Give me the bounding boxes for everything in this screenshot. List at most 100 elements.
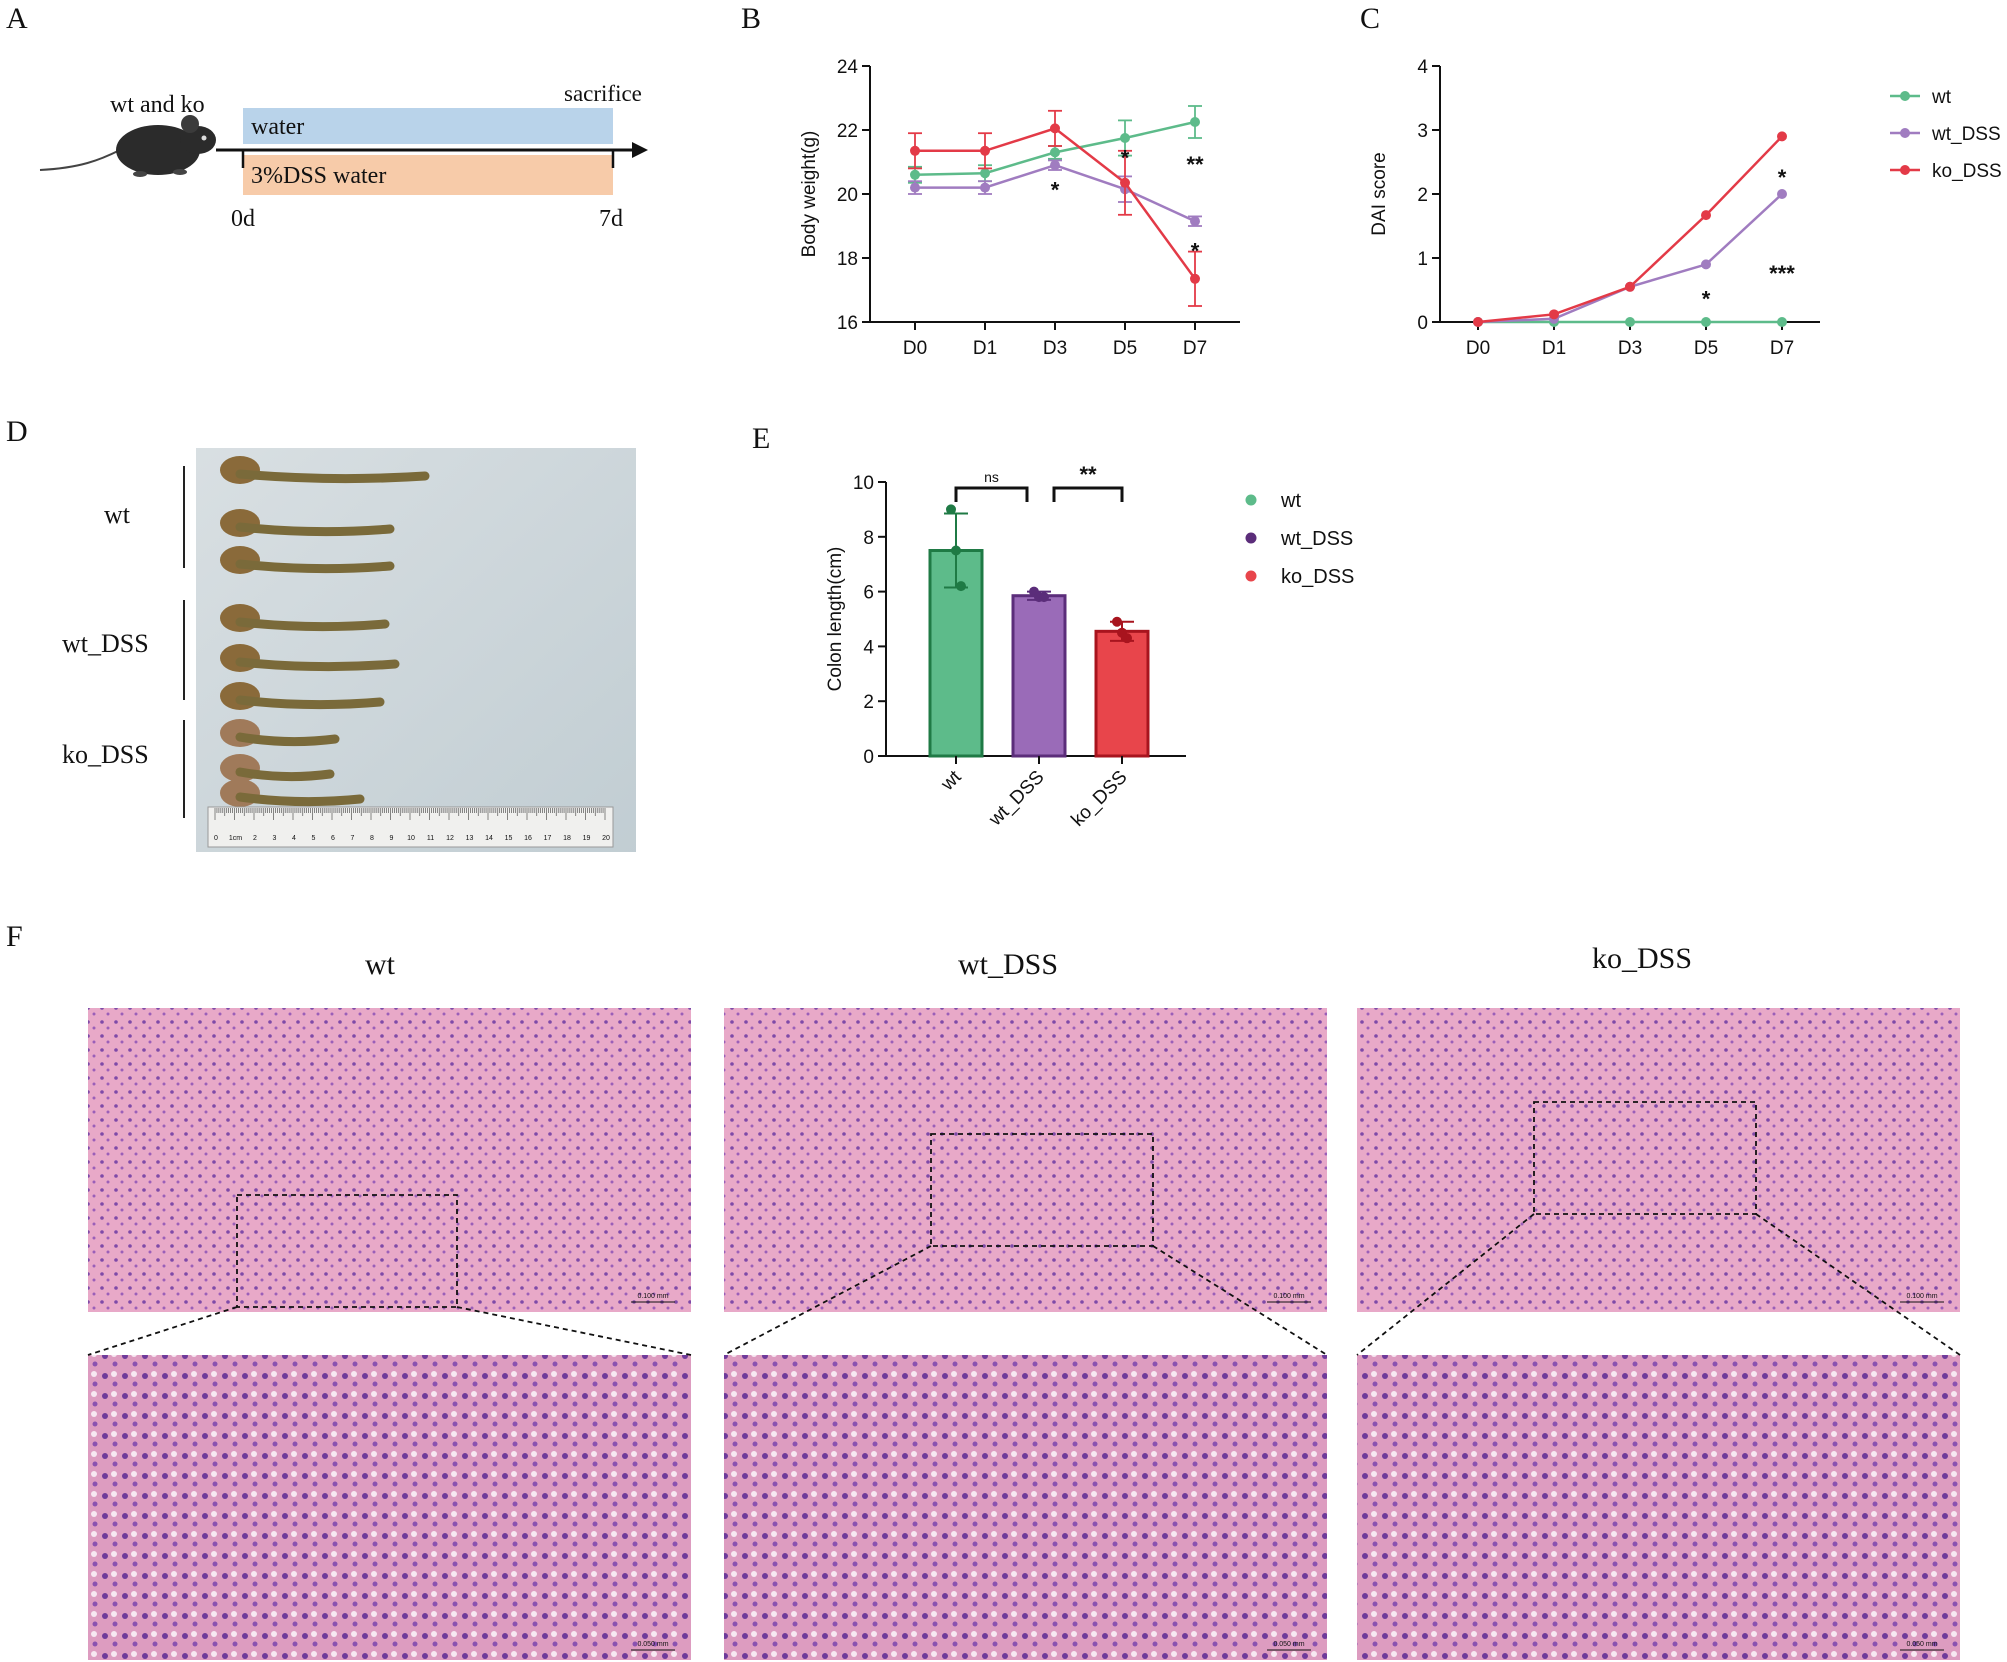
x-tick-label: D1 bbox=[973, 338, 997, 359]
significance-mark: * bbox=[1778, 165, 1787, 190]
ruler-label: 20 bbox=[602, 835, 610, 842]
data-point-wt bbox=[1625, 317, 1635, 327]
y-tick-label: 3 bbox=[1417, 121, 1428, 142]
panel-letter-b: B bbox=[741, 2, 762, 35]
legend-label: wt_DSS bbox=[1931, 124, 2001, 145]
y-tick-label: 20 bbox=[837, 185, 858, 206]
series-line-ko_DSS bbox=[1477, 135, 1783, 324]
zoom-connector bbox=[456, 1306, 692, 1356]
bar-ko_DSS bbox=[1094, 629, 1150, 758]
photo-label-wt-dss: wt_DSS bbox=[62, 629, 149, 658]
colon-tissue bbox=[235, 792, 365, 807]
ruler-label: 14 bbox=[485, 835, 493, 842]
dss-label: 3%DSS water bbox=[251, 163, 386, 189]
photo-label-wt: wt bbox=[104, 500, 131, 529]
histology-title-wt-dss: wt_DSS bbox=[958, 948, 1059, 981]
legend-dot bbox=[1245, 570, 1257, 582]
colon-tissue bbox=[235, 767, 335, 782]
zoom-connector bbox=[1152, 1245, 1328, 1356]
scale-bar-label: 0.100 mm bbox=[637, 1293, 668, 1300]
y-axis-label: Colon length(cm) bbox=[825, 547, 846, 692]
ruler-label: 19 bbox=[583, 835, 591, 842]
x-tick-label: D3 bbox=[1618, 338, 1642, 359]
sacrifice-label: sacrifice bbox=[564, 81, 642, 106]
line-legend: wt wt_DSS ko_DSS bbox=[1890, 87, 2002, 182]
legend-marker bbox=[1900, 165, 1910, 175]
y-axis-label: Body weight(g) bbox=[799, 131, 820, 258]
significance-label: ns bbox=[984, 469, 999, 485]
significance-mark: ** bbox=[1186, 152, 1204, 177]
x-tick-label: D3 bbox=[1043, 338, 1067, 359]
data-point bbox=[946, 504, 956, 515]
x-tick-label: wt_DSS bbox=[984, 767, 1048, 831]
ruler bbox=[207, 806, 614, 848]
y-tick-label: 0 bbox=[1417, 313, 1428, 334]
x-tick-label: D5 bbox=[1694, 338, 1718, 359]
ruler-label: 2 bbox=[253, 835, 257, 842]
histology-title-wt: wt bbox=[365, 948, 395, 981]
colon-tissue bbox=[235, 469, 430, 484]
ruler-label: 6 bbox=[331, 835, 335, 842]
data-point-wt_DSS bbox=[980, 182, 990, 193]
data-point-ko_DSS bbox=[910, 145, 920, 156]
mouse-icon bbox=[39, 115, 216, 177]
scale-bar-label: 0.100 mm bbox=[1906, 1293, 1937, 1300]
y-tick-label: 2 bbox=[1417, 185, 1428, 206]
data-point-ko_DSS bbox=[1549, 309, 1559, 320]
significance-bracket bbox=[954, 486, 1029, 502]
histology-zoom-image bbox=[724, 1355, 1327, 1660]
histology-title-ko-dss: ko_DSS bbox=[1592, 942, 1693, 975]
ruler-label: 15 bbox=[505, 835, 513, 842]
data-point-wt bbox=[1701, 317, 1711, 327]
data-point-ko_DSS bbox=[980, 145, 990, 156]
legend-dot bbox=[1245, 494, 1257, 506]
data-point bbox=[1122, 633, 1132, 644]
data-point-wt_DSS bbox=[1777, 189, 1787, 199]
colon-photo: 0 1cm 2 3 4 5 6 7 8 9 10 11 12 13 14 15 16 17 18 19 20 wt wt… bbox=[62, 448, 636, 852]
y-tick-label: 24 bbox=[837, 57, 859, 78]
water-bar bbox=[243, 108, 613, 144]
data-point-ko_DSS bbox=[1625, 281, 1635, 292]
histology-overview-image bbox=[724, 1008, 1327, 1312]
scale-bar-label: 0.050 mm bbox=[1273, 1641, 1304, 1648]
y-tick-label: 1 bbox=[1417, 249, 1428, 270]
y-axis-label: DAI score bbox=[1369, 152, 1390, 235]
colon-tissue bbox=[235, 617, 390, 632]
data-point-wt bbox=[1050, 147, 1060, 158]
y-tick-label: 2 bbox=[863, 692, 874, 713]
ruler-label: 13 bbox=[466, 835, 474, 842]
ruler-label: 7 bbox=[351, 835, 355, 842]
zoom-region-box bbox=[236, 1194, 458, 1308]
legend-dot bbox=[1245, 532, 1257, 544]
ruler-label: 0 bbox=[214, 835, 218, 842]
data-point-wt_DSS bbox=[1050, 160, 1060, 171]
y-tick-label: 4 bbox=[1417, 57, 1428, 78]
mouse-label: wt and ko bbox=[110, 92, 205, 118]
colon-tissue bbox=[235, 559, 395, 574]
zoom-region-box bbox=[930, 1133, 1154, 1247]
data-point-wt bbox=[980, 168, 990, 179]
ruler-label: 17 bbox=[544, 835, 552, 842]
histology-images: 0.100 mm 0.050 mm 0.100 mm 0.050 mm 0.100 mm… bbox=[87, 1008, 1961, 1660]
series-line-wt_DSS bbox=[1477, 193, 1783, 324]
legend-label: wt bbox=[1280, 490, 1301, 512]
significance-bracket bbox=[1052, 486, 1124, 502]
water-label: water bbox=[251, 114, 304, 140]
y-tick-label: 0 bbox=[863, 747, 874, 768]
y-tick-label: 6 bbox=[863, 583, 874, 604]
scale-bar-label: 0.050 mm bbox=[1906, 1641, 1937, 1648]
ruler-label: 12 bbox=[446, 835, 454, 842]
panel-letter-d: D bbox=[6, 415, 28, 448]
data-point-ko_DSS bbox=[1473, 317, 1483, 327]
ruler-label: 5 bbox=[312, 835, 316, 842]
data-point-wt bbox=[1190, 117, 1200, 127]
experiment-schematic: wt and ko sacrifice water 3%DSS water 0d… bbox=[39, 81, 648, 232]
y-tick-label: 16 bbox=[837, 313, 858, 334]
data-point-ko_DSS bbox=[1777, 131, 1787, 142]
data-point-ko_DSS bbox=[1701, 210, 1711, 221]
scale-bar-label: 0.100 mm bbox=[1273, 1293, 1304, 1300]
legend-label: ko_DSS bbox=[1281, 566, 1354, 588]
x-tick-label: ko_DSS bbox=[1067, 767, 1131, 831]
